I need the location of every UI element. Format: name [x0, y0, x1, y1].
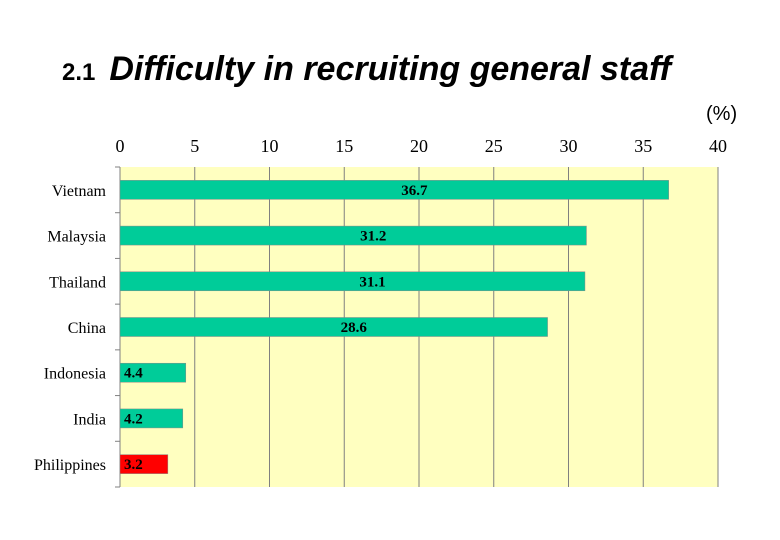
x-tick-label-10: 10 [261, 136, 279, 156]
bar-malaysia [119, 225, 587, 246]
value-label-india: 4.2 [124, 411, 143, 427]
x-tick-label-0: 0 [116, 136, 125, 156]
value-label-malaysia: 31.2 [360, 229, 386, 245]
x-tick-label-30: 30 [560, 136, 578, 156]
x-tick-label-25: 25 [485, 136, 503, 156]
value-label-vietnam: 36.7 [401, 183, 428, 199]
unit-label: (%) [706, 103, 738, 125]
bar-vietnam [119, 180, 669, 200]
x-tick-label-40: 40 [709, 136, 727, 156]
bar-china [119, 317, 548, 337]
category-label-philippines: Philippines [34, 457, 106, 474]
bar-thailand [119, 271, 586, 292]
x-tick-label-35: 35 [634, 136, 652, 156]
value-label-indonesia: 4.4 [124, 366, 143, 382]
category-label-india: India [73, 411, 106, 428]
bar-india [119, 408, 184, 429]
title-text: Difficulty in recruiting general staff [109, 50, 672, 88]
value-label-philippines: 3.2 [124, 457, 143, 473]
value-label-china: 28.6 [341, 320, 368, 336]
category-label-china: China [68, 320, 106, 337]
bar-indonesia [119, 362, 187, 383]
x-tick-label-20: 20 [410, 136, 428, 156]
category-label-malaysia: Malaysia [47, 229, 106, 246]
x-tick-label-5: 5 [190, 136, 199, 156]
chart-title: 2.1 Difficulty in recruiting general staf… [62, 50, 671, 89]
category-label-indonesia: Indonesia [44, 366, 106, 383]
section-number: 2.1 [62, 59, 96, 86]
category-label-thailand: Thailand [49, 274, 106, 291]
bar-philippines [119, 454, 169, 474]
x-tick-label-15: 15 [335, 136, 353, 156]
value-label-thailand: 31.1 [359, 274, 385, 290]
category-label-vietnam: Vietnam [52, 183, 107, 200]
